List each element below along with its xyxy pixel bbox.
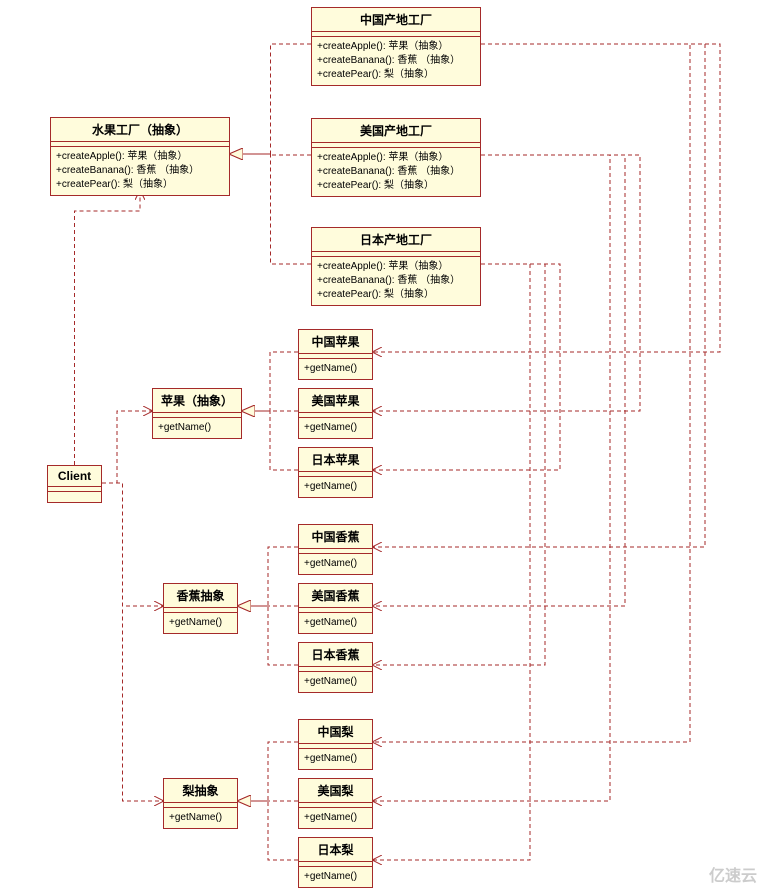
uml-class-client: Client	[47, 465, 102, 503]
uml-methods: +createApple(): 苹果（抽象）+createBanana(): 香…	[312, 148, 480, 196]
uml-methods: +createApple(): 苹果（抽象）+createBanana(): 香…	[312, 257, 480, 305]
uml-title: 美国产地工厂	[312, 119, 480, 143]
uml-class-usaApple: 美国苹果 +getName()	[298, 388, 373, 439]
uml-methods: +getName()	[299, 554, 372, 574]
uml-methods: +getName()	[299, 418, 372, 438]
uml-title: 日本产地工厂	[312, 228, 480, 252]
uml-class-chinaApple: 中国苹果 +getName()	[298, 329, 373, 380]
uml-class-usaBanana: 美国香蕉 +getName()	[298, 583, 373, 634]
uml-title: 香蕉抽象	[164, 584, 237, 608]
uml-class-japanApple: 日本苹果 +getName()	[298, 447, 373, 498]
uml-title: 中国香蕉	[299, 525, 372, 549]
uml-class-usaFactory: 美国产地工厂 +createApple(): 苹果（抽象）+createBanan…	[311, 118, 481, 197]
uml-methods: +getName()	[299, 359, 372, 379]
uml-title: 日本香蕉	[299, 643, 372, 667]
uml-class-pear: 梨抽象 +getName()	[163, 778, 238, 829]
uml-methods: +getName()	[299, 749, 372, 769]
uml-title: 日本苹果	[299, 448, 372, 472]
uml-class-japanPear: 日本梨 +getName()	[298, 837, 373, 888]
uml-methods: +createApple(): 苹果（抽象）+createBanana(): 香…	[312, 37, 480, 85]
uml-title: 美国香蕉	[299, 584, 372, 608]
uml-title: 美国梨	[299, 779, 372, 803]
uml-methods: +getName()	[164, 613, 237, 633]
uml-class-fruitFactory: 水果工厂（抽象） +createApple(): 苹果（抽象）+createBan…	[50, 117, 230, 196]
uml-class-chinaBanana: 中国香蕉 +getName()	[298, 524, 373, 575]
uml-methods	[48, 492, 101, 502]
uml-methods: +getName()	[299, 672, 372, 692]
uml-class-japanBanana: 日本香蕉 +getName()	[298, 642, 373, 693]
uml-title: 水果工厂（抽象）	[51, 118, 229, 142]
uml-methods: +getName()	[299, 613, 372, 633]
uml-title: 中国产地工厂	[312, 8, 480, 32]
uml-title: 梨抽象	[164, 779, 237, 803]
uml-class-chinaFactory: 中国产地工厂 +createApple(): 苹果（抽象）+createBanan…	[311, 7, 481, 86]
uml-class-usaPear: 美国梨 +getName()	[298, 778, 373, 829]
uml-title: Client	[48, 466, 101, 487]
uml-title: 美国苹果	[299, 389, 372, 413]
uml-title: 苹果（抽象）	[153, 389, 241, 413]
uml-title: 日本梨	[299, 838, 372, 862]
uml-title: 中国梨	[299, 720, 372, 744]
watermark: 亿速云	[709, 862, 757, 886]
uml-methods: +createApple(): 苹果（抽象）+createBanana(): 香…	[51, 147, 229, 195]
uml-class-japanFactory: 日本产地工厂 +createApple(): 苹果（抽象）+createBanan…	[311, 227, 481, 306]
uml-methods: +getName()	[164, 808, 237, 828]
uml-methods: +getName()	[299, 808, 372, 828]
uml-class-banana: 香蕉抽象 +getName()	[163, 583, 238, 634]
uml-methods: +getName()	[153, 418, 241, 438]
uml-class-chinaPear: 中国梨 +getName()	[298, 719, 373, 770]
uml-methods: +getName()	[299, 867, 372, 887]
uml-title: 中国苹果	[299, 330, 372, 354]
uml-methods: +getName()	[299, 477, 372, 497]
uml-class-apple: 苹果（抽象） +getName()	[152, 388, 242, 439]
